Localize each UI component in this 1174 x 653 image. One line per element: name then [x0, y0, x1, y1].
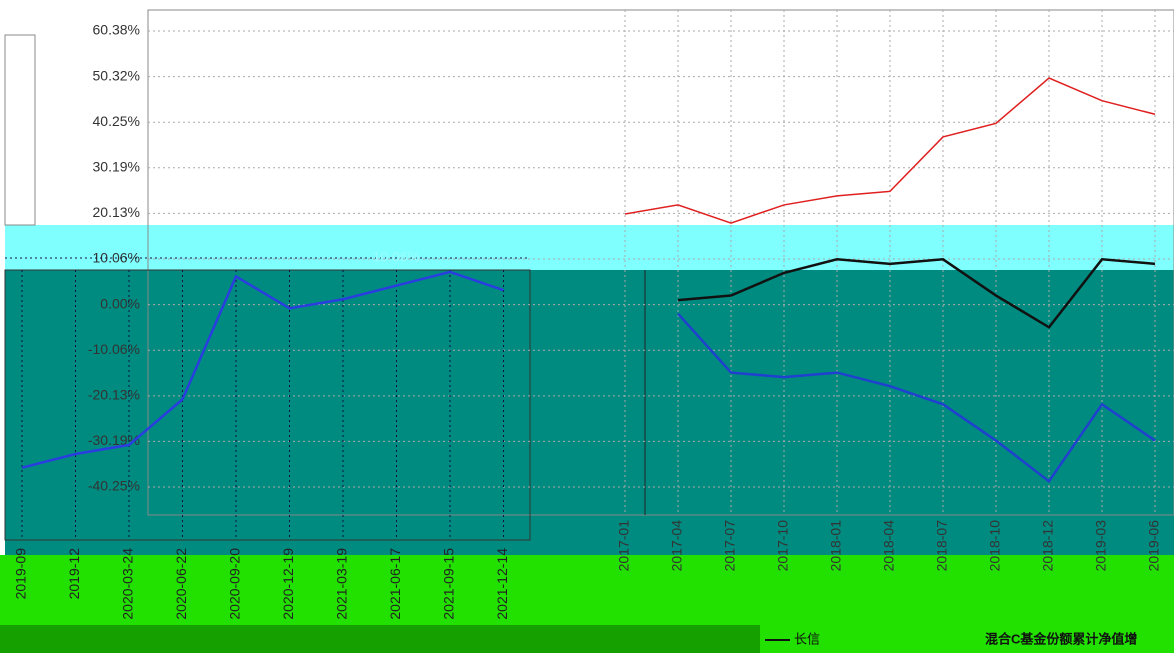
x-tick-label: 2017-10: [775, 520, 791, 572]
x-tick-label: 2021-03-19: [334, 548, 350, 620]
legend-text: 混合C基金份额累计净值增: [985, 631, 1137, 646]
x-tick-label: 2018-10: [987, 520, 1003, 572]
green-strip: [0, 625, 760, 653]
x-tick-label: 2020-06-22: [173, 548, 189, 620]
x-tick-label: 2017-07: [722, 520, 738, 572]
legend-text: 长信: [794, 631, 820, 646]
x-tick-label: 2018-07: [934, 520, 950, 572]
x-tick-label: 2020-09-20: [227, 548, 243, 620]
x-tick-label: 2021-12-14: [494, 548, 510, 620]
x-tick-label: 2019-06: [1146, 520, 1162, 572]
x-tick-label: 2018-01: [828, 520, 844, 572]
cyan-glitch: [5, 225, 1174, 270]
x-tick-label: 2020-12-19: [280, 548, 296, 620]
x-tick-label: 2019-12: [66, 548, 82, 600]
y-tick-label: 10.06%: [373, 249, 420, 265]
y-tick-label: 20.13%: [93, 204, 140, 220]
x-tick-label: 2017-04: [669, 520, 685, 572]
x-tick-label: 2019-09: [13, 548, 29, 600]
screenshot: 长信 混合C基金份额累计净值增 60.38% 50.32% 40.25% 30.19%…: [0, 0, 1174, 653]
x-tick-label: 2017-01: [616, 520, 632, 572]
x-tick-label: 2018-04: [881, 520, 897, 572]
x-tick-label: 2021-06-17: [387, 548, 403, 620]
y-tick-label: 50.32%: [93, 67, 140, 83]
teal-glitch: [5, 270, 1174, 555]
x-tick-label: 2019-03: [1093, 520, 1109, 572]
y-tick-label: 0.00%: [100, 295, 140, 311]
y-tick-label: -20.13%: [88, 387, 140, 403]
x-tick-label: 2021-09-15: [441, 548, 457, 620]
y-tick-label: 40.25%: [93, 113, 140, 129]
x-tick-label: 2020-03-24: [120, 548, 136, 620]
y-tick-label: 30.19%: [93, 159, 140, 175]
y-tick-label: -30.19%: [88, 432, 140, 448]
y-tick-label: -10.06%: [88, 341, 140, 357]
x-tick-label: 2018-12: [1040, 520, 1056, 572]
y-tick-label: -40.25%: [88, 478, 140, 494]
y-tick-label: 60.38%: [93, 22, 140, 38]
